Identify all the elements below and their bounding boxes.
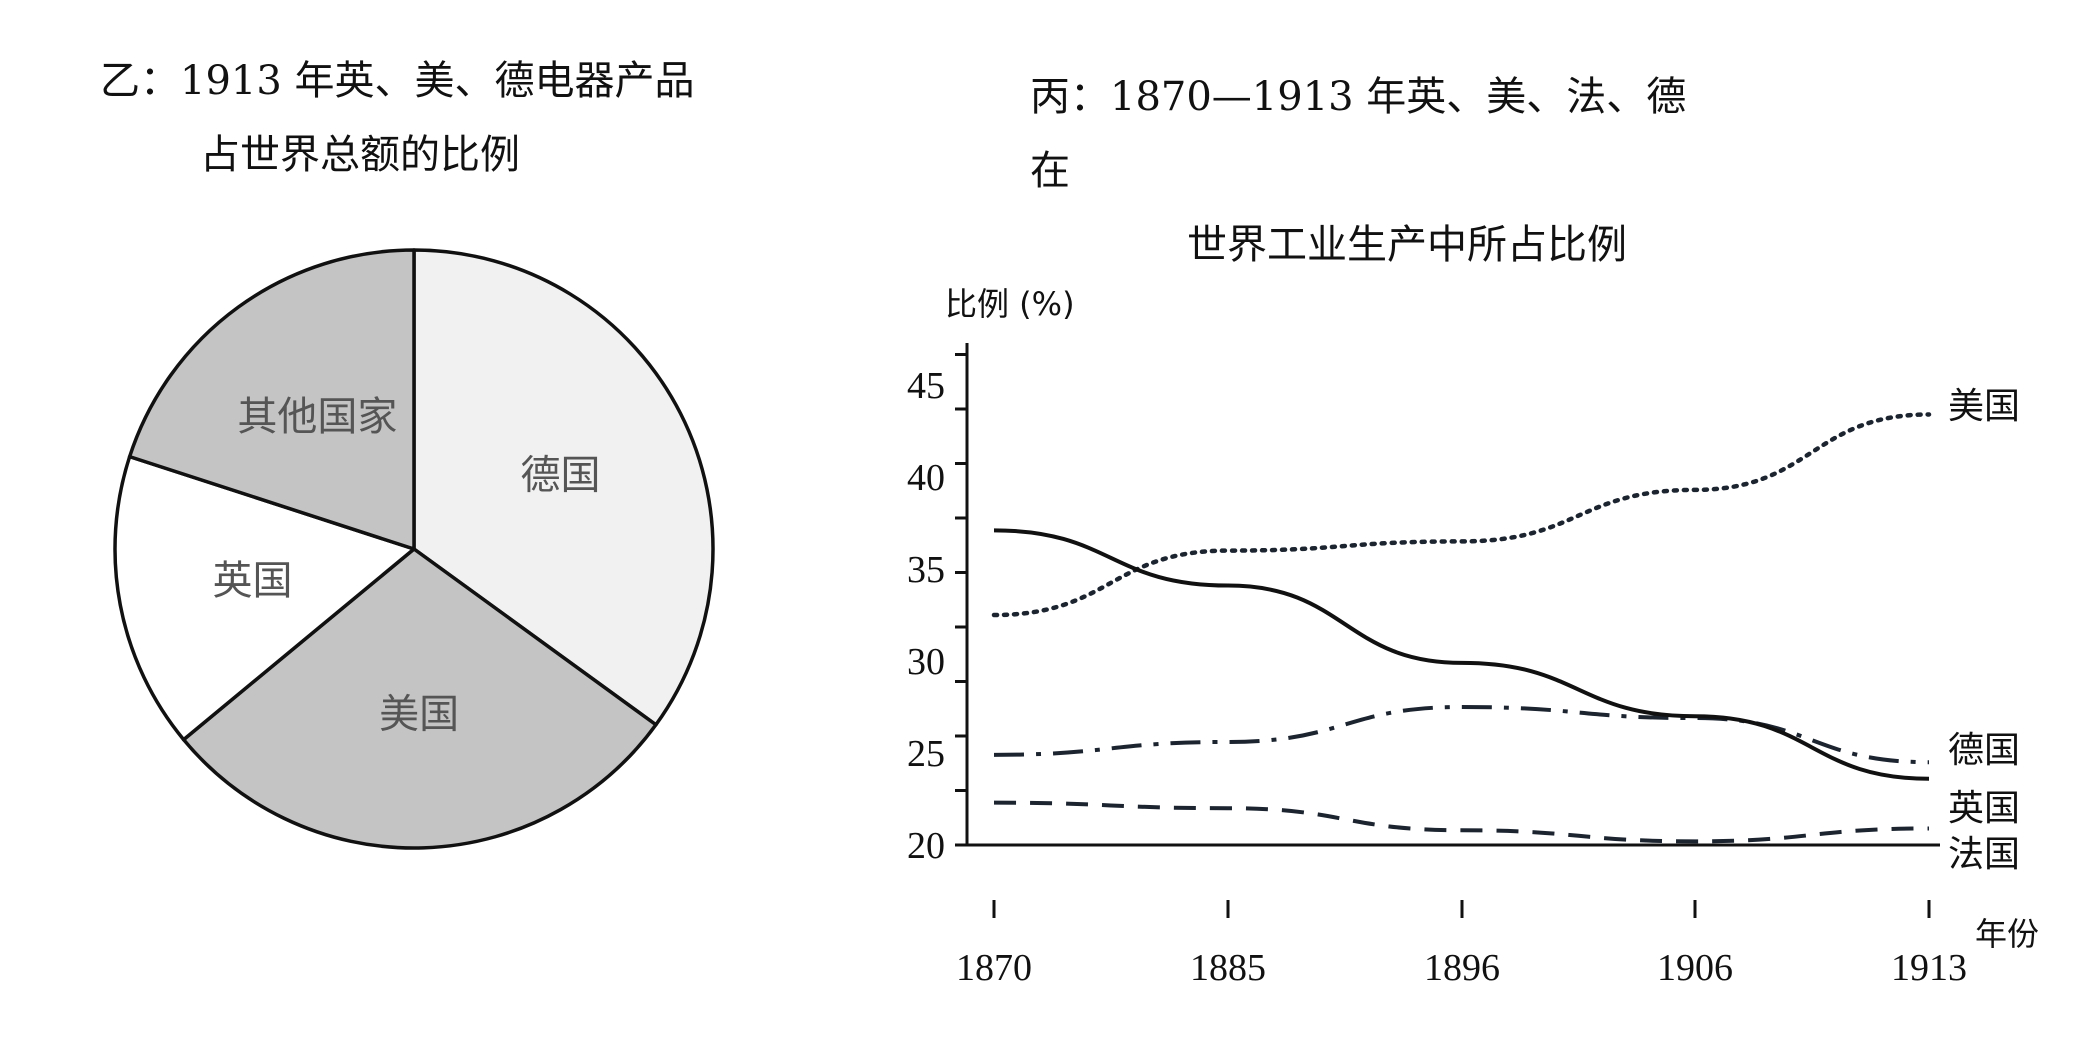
series-line — [993, 704, 1930, 765]
x-tick-label: 1870 — [956, 947, 1032, 989]
line-title-line1: 丙：1870—1913 年英、美、法、德 — [1030, 74, 1686, 120]
pie-slice-label: 德国 — [521, 452, 601, 498]
series-end-label: 美国 — [1948, 386, 2020, 427]
x-tick-label: 1885 — [1190, 947, 1266, 989]
pie-slice-label: 其他国家 — [237, 394, 397, 440]
line-title-line2: 在 — [1030, 148, 1070, 194]
pie-slice-label: 英国 — [212, 558, 292, 604]
y-tick-label: 30 — [907, 641, 945, 683]
series-end-label: 法国 — [1948, 834, 2020, 875]
y-tick-label: 35 — [907, 549, 945, 591]
series-end-label: 德国 — [1948, 730, 2020, 771]
pie-slice — [181, 547, 658, 850]
y-tick-label: 20 — [907, 825, 945, 867]
x-tick-label: 1906 — [1657, 947, 1733, 989]
pie-title-line1: 乙：1913 年英、美、德电器产品 — [100, 58, 695, 104]
series-end-label: 英国 — [1948, 788, 2020, 829]
line-title-line3: 世界工业生产中所占比例 — [1187, 222, 1627, 268]
y-tick-label: 25 — [907, 733, 945, 775]
pie-title-line2: 占世界总额的比例 — [200, 132, 520, 178]
x-tick-label: 1913 — [1891, 947, 1967, 989]
pie-slice — [127, 248, 416, 551]
y-tick-label: 40 — [907, 457, 945, 499]
series-line — [991, 412, 1932, 618]
x-tick-label: 1896 — [1424, 947, 1500, 989]
pie-slice — [113, 454, 416, 742]
y-axis-label: 比例 (%) — [945, 285, 1075, 323]
x-axis-label: 年份 — [1975, 915, 2039, 953]
series-line — [993, 800, 1930, 844]
pie-slice-label: 美国 — [379, 691, 459, 737]
pie-slice — [412, 248, 715, 727]
y-tick-label: 45 — [907, 365, 945, 407]
series-line — [993, 528, 1930, 781]
